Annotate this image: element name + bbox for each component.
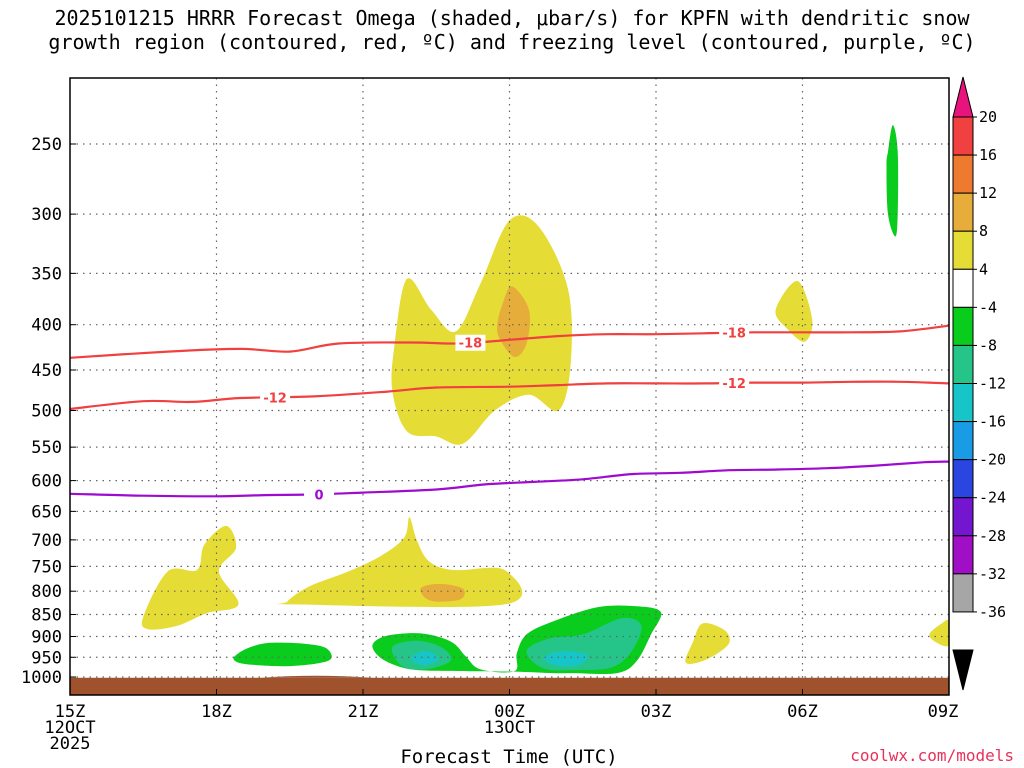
- ytick-label-900: 900: [31, 627, 62, 647]
- omega-region-12: [775, 280, 813, 342]
- colorbar-label-9: -20: [979, 451, 1006, 469]
- omega-region-4: [420, 583, 465, 602]
- omega-region-10: [543, 651, 589, 667]
- xtick-label-12-0: 03Z: [641, 702, 672, 722]
- ytick-label-800: 800: [31, 582, 62, 602]
- colorbar-bin-9: [952, 421, 974, 461]
- omega-region-5: [233, 642, 332, 667]
- contour-label--18-1: -18: [722, 327, 746, 342]
- ytick-label-750: 750: [31, 557, 62, 577]
- terrain-layer: [70, 675, 949, 695]
- contour--12: [70, 380, 949, 411]
- xtick-label-6-0: 21Z: [348, 702, 379, 722]
- colorbar-label-8: -16: [979, 413, 1006, 431]
- omega-region-2: [141, 525, 239, 630]
- ytick-label-950: 950: [31, 648, 62, 668]
- x-axis-label: Forecast Time (UTC): [400, 746, 618, 768]
- colorbar-label-1: 16: [979, 146, 997, 164]
- contour-layer: -18 -18 -12 -12 0: [70, 324, 949, 503]
- colorbar-bin-5: [952, 268, 974, 308]
- contour-label-bg--12-0: [260, 389, 291, 406]
- colorbar-bin-3: [952, 192, 974, 232]
- credit-link[interactable]: coolwx.com/models: [850, 746, 1014, 765]
- xtick-label-18-0: 09Z: [928, 702, 959, 722]
- colorbar-bin-4: [952, 230, 974, 270]
- colorbar-label-0: 20: [979, 108, 997, 126]
- terrain-band: [70, 677, 949, 695]
- xtick-label-9-1: 13OCT: [484, 718, 535, 738]
- colorbar-label-6: -8: [979, 336, 997, 354]
- ytick-label-550: 550: [31, 438, 62, 458]
- colorbar-bin-7: [952, 344, 974, 384]
- title-line-1: 2025101215 HRRR Forecast Omega (shaded, …: [54, 6, 970, 30]
- contour-label-bg-0-0: [304, 486, 335, 503]
- gridlines: [70, 78, 949, 695]
- xtick-label-0-0: 15Z: [55, 702, 86, 722]
- colorbar-top-triangle: [952, 76, 974, 118]
- ytick-label-450: 450: [31, 361, 62, 381]
- ytick-label-300: 300: [31, 205, 62, 225]
- colorbar-label-2: 12: [979, 184, 997, 202]
- colorbar-bottom-triangle: [952, 649, 974, 691]
- xtick-label-3-0: 18Z: [201, 702, 232, 722]
- omega-region-14: [929, 619, 949, 647]
- contour-label--18-0: -18: [459, 337, 483, 352]
- omega-shading: [141, 125, 949, 674]
- colorbar-label-13: -36: [979, 603, 1006, 621]
- ytick-label-700: 700: [31, 531, 62, 551]
- ytick-label-250: 250: [31, 135, 62, 155]
- colorbar-bin-13: [952, 573, 974, 613]
- colorbar: 20 16 12 8 4 -4 -8 -12 -16 -20 -24 -28 -32 -36: [952, 76, 1006, 691]
- omega-region-13: [685, 622, 730, 665]
- xtick-label-0-1: 12OCT: [44, 718, 95, 738]
- contour-0: [70, 460, 949, 498]
- contour-label--12-0: -12: [263, 391, 287, 406]
- ytick-label-1000: 1000: [21, 668, 62, 688]
- colorbar-label-5: -4: [979, 298, 997, 316]
- colorbar-label-3: 8: [979, 222, 988, 240]
- colorbar-bin-11: [952, 497, 974, 537]
- omega-region-3: [275, 517, 523, 608]
- colorbar-label-12: -32: [979, 565, 1006, 583]
- colorbar-bin-12: [952, 535, 974, 575]
- contour--18: [70, 324, 949, 359]
- chart-title: 2025101215 HRRR Forecast Omega (shaded, …: [0, 6, 1024, 54]
- colorbar-bin-2: [952, 154, 974, 194]
- colorbar-label-10: -24: [979, 489, 1006, 507]
- colorbar-label-11: -28: [979, 527, 1006, 545]
- title-line-2: growth region (contoured, red, ºC) and f…: [48, 30, 976, 54]
- terrain-bump: [260, 675, 373, 678]
- ytick-label-600: 600: [31, 472, 62, 492]
- y-axis-ticks: 2503003504004505005506006507007508008509…: [21, 135, 76, 688]
- colorbar-label-4: 4: [979, 260, 988, 278]
- colorbar-bin-1: [952, 116, 974, 156]
- omega-region-8: [410, 651, 439, 666]
- colorbar-bin-6: [952, 306, 974, 346]
- colorbar-bin-8: [952, 383, 974, 423]
- contour-label-bg--18-0: [455, 334, 486, 351]
- ytick-label-500: 500: [31, 402, 62, 422]
- omega-region-11: [886, 125, 899, 237]
- contour-label--12-1: -12: [722, 377, 746, 392]
- xtick-label-15-0: 06Z: [787, 702, 818, 722]
- contour-label-bg--18-1: [719, 324, 750, 341]
- xtick-label-9-0: 00Z: [494, 702, 525, 722]
- ytick-label-850: 850: [31, 606, 62, 626]
- colorbar-bin-10: [952, 459, 974, 499]
- ytick-label-400: 400: [31, 316, 62, 336]
- contour-label-bg--12-1: [719, 374, 750, 391]
- xtick-label-0-2: 2025: [50, 734, 91, 754]
- colorbar-label-7: -12: [979, 375, 1006, 393]
- ytick-label-350: 350: [31, 264, 62, 284]
- contour-label-0-0: 0: [315, 488, 324, 503]
- ytick-label-650: 650: [31, 502, 62, 522]
